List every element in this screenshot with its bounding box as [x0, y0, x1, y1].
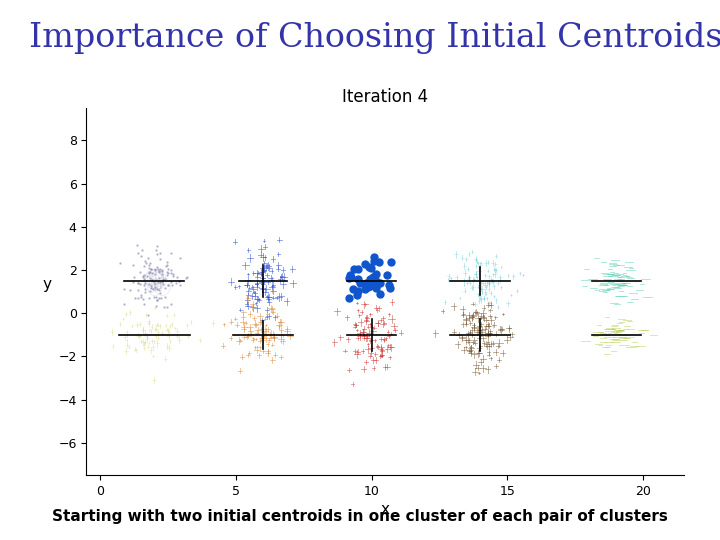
Y-axis label: y: y	[42, 276, 52, 292]
Text: Starting with two initial centroids in one cluster of each pair of clusters: Starting with two initial centroids in o…	[52, 509, 668, 524]
X-axis label: x: x	[381, 502, 390, 517]
Title: Iteration 4: Iteration 4	[342, 89, 428, 106]
Text: Importance of Choosing Initial Centroids: Importance of Choosing Initial Centroids	[29, 22, 720, 53]
